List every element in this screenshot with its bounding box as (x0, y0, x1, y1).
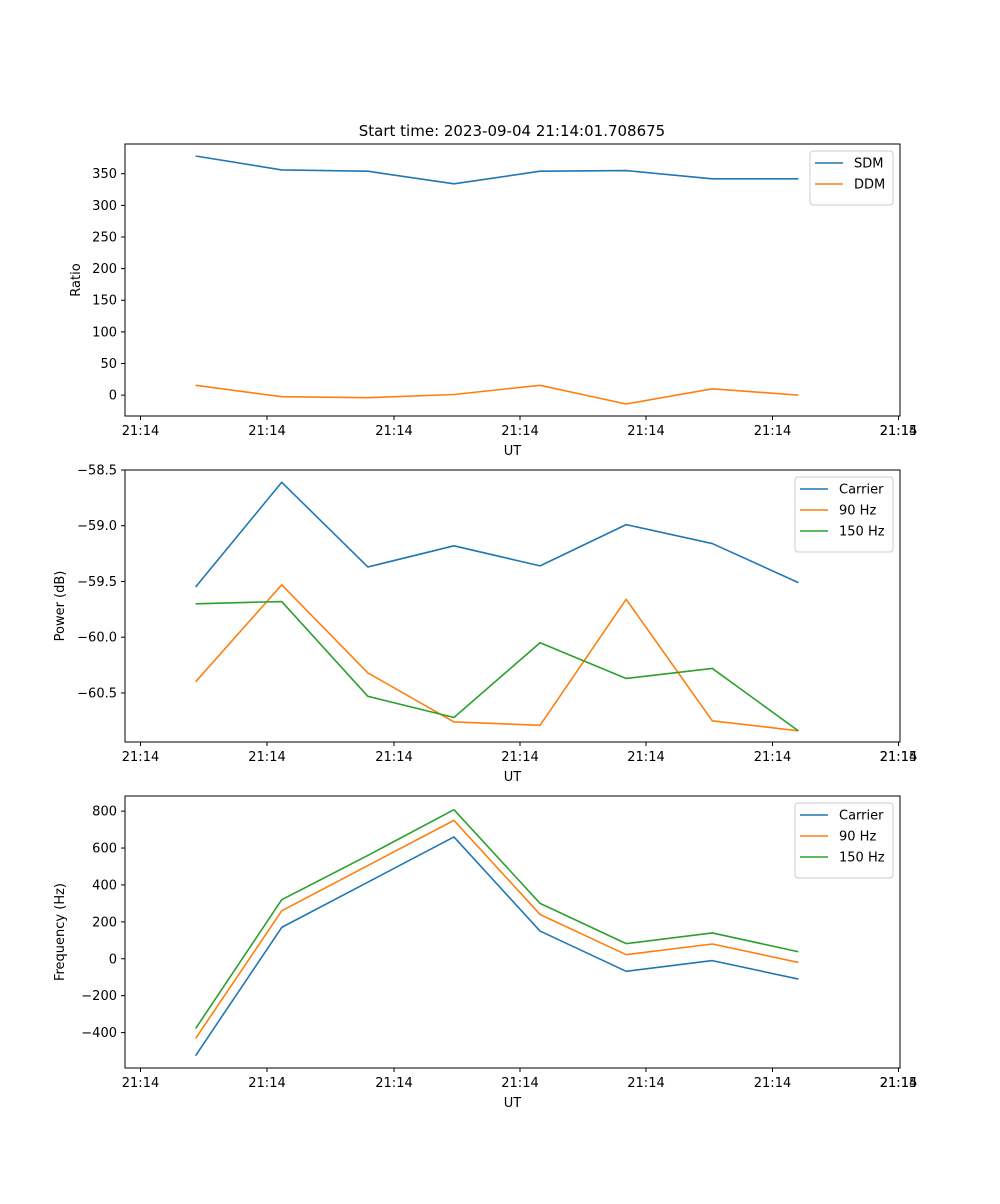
series-line-90-hz (195, 584, 799, 732)
series-line-ddm (195, 384, 799, 405)
legend-box (794, 476, 894, 553)
series-line-carrier (194, 481, 799, 588)
series-line-90-hz (194, 819, 799, 1039)
legend-label: SDM (854, 157, 883, 172)
legend-label: DDM (854, 178, 885, 193)
x-tick-label: 21:14 (754, 424, 791, 439)
legend-box (794, 802, 894, 879)
y-tick-label: −59.0 (77, 519, 117, 534)
legend-label: Carrier (839, 809, 884, 824)
y-tick-label: −60.5 (77, 686, 117, 701)
x-tick-label: 21:14 (375, 750, 412, 765)
series-line-150-hz (194, 808, 799, 1029)
x-axis-label: UT (504, 444, 522, 459)
y-tick-label: 400 (92, 878, 117, 893)
x-tick-label: 21:14 (501, 424, 538, 439)
x-tick-label: 21:14 (880, 424, 917, 439)
x-tick-label: 21:15 (880, 424, 917, 439)
y-axis-label: Ratio (69, 263, 84, 296)
x-tick-label: 21:14 (501, 750, 538, 765)
axes-frame (124, 143, 901, 417)
x-axis-label: UT (504, 770, 522, 785)
y-tick-label: −59.5 (77, 575, 117, 590)
y-tick-label: 50 (100, 357, 117, 372)
y-tick-label: 0 (109, 389, 117, 404)
legend: SDM DDM (809, 150, 894, 206)
series-line-sdm (195, 155, 799, 185)
x-tick-label: 21:15 (880, 1076, 917, 1091)
legend: Carrier 90 Hz 150 Hz (794, 802, 894, 879)
legend-box (809, 150, 894, 206)
y-tick-label: 200 (92, 915, 117, 930)
x-tick-label: 21:14 (880, 1076, 917, 1091)
x-tick-label: 21:14 (248, 1076, 285, 1091)
y-tick-label: 150 (92, 294, 117, 309)
y-axis-label: Power (dB) (53, 571, 68, 642)
x-tick-label: 21:14 (375, 424, 412, 439)
legend-label: Carrier (839, 483, 884, 498)
figure-title: Start time: 2023-09-04 21:14:01.708675 (359, 122, 665, 140)
axes-frame (124, 469, 901, 743)
x-tick-label: 21:14 (122, 750, 159, 765)
chart-panel-2: 21:14 21:14 21:14 21:14 21:14 21:14 21:1421:15… (53, 464, 917, 786)
x-tick-label: 21:15 (880, 750, 917, 765)
y-tick-label: −400 (81, 1026, 117, 1041)
x-tick-label: 21:14 (754, 750, 791, 765)
x-tick-label: 21:14 (122, 1076, 159, 1091)
x-tick-label: 21:14 (627, 750, 664, 765)
legend: Carrier 90 Hz 150 Hz (794, 476, 894, 553)
x-tick-label: 21:14 (627, 1076, 664, 1091)
legend-label: 90 Hz (839, 504, 876, 519)
legend-label: 90 Hz (839, 830, 876, 845)
x-tick-label: 21:14 (880, 750, 917, 765)
x-tick-label: 21:14 (501, 1076, 538, 1091)
y-tick-label: 350 (92, 167, 117, 182)
y-axis-label: Frequency (Hz) (53, 883, 68, 981)
x-tick-label: 21:14 (627, 424, 664, 439)
y-tick-label: −60.0 (77, 631, 117, 646)
legend-label: 150 Hz (839, 525, 885, 540)
chart-panel-3: 21:14 21:14 21:14 21:14 21:14 21:14 21:1421:15… (53, 795, 917, 1111)
y-tick-label: 600 (92, 842, 117, 857)
y-tick-label: −58.5 (77, 464, 117, 479)
series-line-150-hz (195, 600, 799, 732)
legend-label: 150 Hz (839, 851, 885, 866)
y-tick-label: 250 (92, 230, 117, 245)
x-tick-label: 21:14 (122, 424, 159, 439)
x-tick-label: 21:14 (248, 424, 285, 439)
x-tick-label: 21:14 (375, 1076, 412, 1091)
x-tick-label: 21:14 (754, 1076, 791, 1091)
series-line-carrier (194, 836, 799, 1057)
y-tick-label: 0 (109, 952, 117, 967)
y-tick-label: 800 (92, 805, 117, 820)
y-tick-label: 100 (92, 325, 117, 340)
y-tick-label: 200 (92, 262, 117, 277)
x-axis-label: UT (504, 1096, 522, 1111)
chart-panel-1: 21:14 21:14 21:14 21:14 21:14 21:14 21:1421:15… (69, 143, 917, 459)
y-tick-label: −200 (81, 989, 117, 1004)
axes-frame (124, 795, 901, 1069)
y-tick-label: 300 (92, 199, 117, 214)
x-tick-label: 21:14 (248, 750, 285, 765)
